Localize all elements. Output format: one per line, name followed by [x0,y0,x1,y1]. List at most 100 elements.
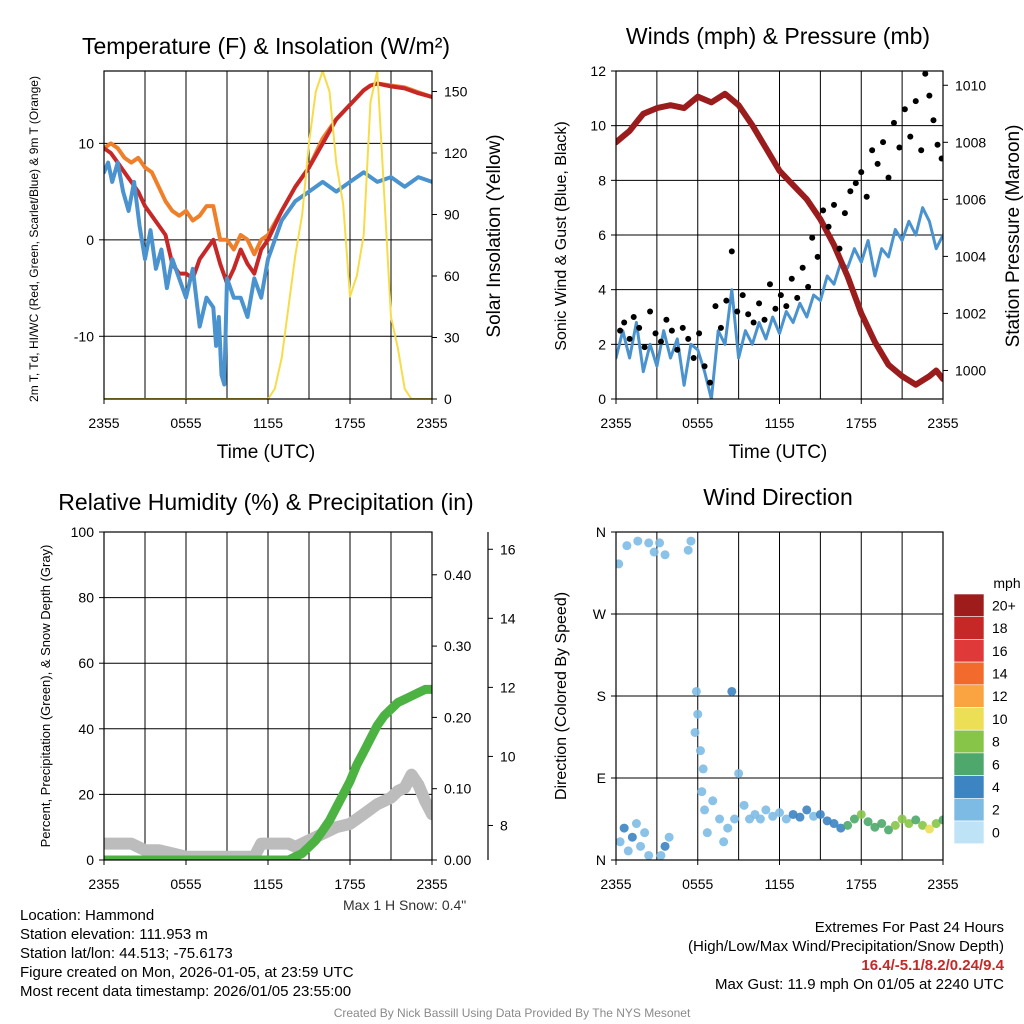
temperature-title: Temperature (F) & Insolation (W/m²) [82,33,450,59]
direction-point [656,850,666,860]
humidity-panel: Relative Humidity (%) & Precipitation (i… [38,489,516,892]
wind-direction-panel: Wind Direction N E S W N 2355 0555 1155 1755 2355… [553,484,1021,892]
recent-text: Most recent data timestamp: 2026/01/05 2… [20,983,352,1000]
snow-depth-tick-label: 12 [500,679,516,695]
colorbar-swatch [953,820,985,845]
gust-point [836,245,843,252]
x-tick-label: 0555 [682,876,713,892]
humidity-plot-area: 0 20 40 60 80 100 2355 0555 1155 1755 2355 0.00 0.10… [71,524,516,892]
credit-text: Created By Nick Bassill Using Data Provi… [333,1006,691,1020]
direction-point [843,820,853,830]
direction-point [897,814,907,824]
gust-point [788,275,795,282]
series-line-sonic_wind [616,206,943,399]
gust-point [679,324,686,331]
colorbar-swatch [953,775,985,799]
gust-point [912,98,919,105]
precip-tick-label: 0.20 [444,709,471,725]
y-tick-label: 8 [598,172,606,188]
insolation-tick-label: 90 [444,207,460,223]
direction-point [616,837,625,847]
gust-point [874,160,881,167]
direction-point [616,559,624,569]
colorbar-swatch [953,752,985,776]
colorbar-label: 18 [992,620,1008,636]
pressure-ylabel: Station Pressure (Maroon) [1003,125,1024,348]
y-tick-label: 2 [598,336,606,352]
x-tick-label: 2355 [927,876,958,892]
gust-point [772,305,779,312]
direction-point [775,808,784,818]
pressure-tick-label: 1000 [955,362,986,378]
winds-ylabel: Sonic Wind & Gust (Blue, Black) [553,121,570,350]
gust-point [690,355,697,361]
gust-point [896,144,903,151]
humidity-series-group [104,684,432,860]
gust-point [728,248,735,255]
direction-point [924,824,934,834]
gust-point [934,141,941,148]
gust-point [756,300,763,307]
x-tick-label: 2355 [600,415,631,431]
gust-point [723,297,730,304]
gust-point [907,133,914,140]
x-tick-label: 2355 [88,415,119,431]
y-tick-label: 12 [590,63,606,79]
gust-point [641,344,648,351]
gust-point [805,283,812,290]
direction-point [649,547,659,557]
gust-point [712,303,719,310]
x-tick-label: 1755 [846,876,877,892]
direction-point [849,814,859,824]
x-tick-label: 1155 [764,876,794,892]
winds-xlabel: Time (UTC) [729,442,828,463]
plot-border [615,70,944,400]
x-tick-label: 0555 [170,415,201,431]
direction-point [911,815,921,825]
direction-point [700,805,710,815]
gust-point [885,174,892,181]
y-tick-label: S [597,688,606,704]
direction-point [622,541,632,551]
direction-point [788,809,798,819]
direction-point [627,832,637,842]
colorbar-label: 14 [992,665,1008,681]
direction-point [918,820,928,830]
x-tick-label: 2355 [88,876,119,892]
gust-point [663,316,670,323]
gust-point [647,308,654,315]
gust-point [636,324,643,331]
direction-point [683,545,693,555]
gust-point [707,379,714,386]
direction-point [660,841,670,851]
direction-point [829,819,839,829]
insolation-ylabel: Solar Insolation (Yellow) [484,134,505,337]
colorbar-swatch [953,684,985,708]
direction-point [863,817,873,827]
y-tick-label: 6 [598,227,606,243]
max-snow-note: Max 1 H Snow: 0.4" [343,897,467,913]
colorbar-unit: mph [993,575,1020,591]
direction-point [836,823,846,833]
wind-direction-ylabel: Direction (Colored By Speed) [553,592,570,800]
colorbar-label: 0 [992,824,1000,840]
y-tick-label: 100 [71,524,95,540]
plot-border [103,531,433,861]
y-tick-label: 10 [78,135,94,151]
series-line-insolation_yellow [104,71,432,399]
direction-point [633,536,643,546]
colorbar-swatch [953,616,985,640]
winds-panel: Winds (mph) & Pressure (mb) 0 2 4 6 8 10 12 235… [553,23,1024,463]
direction-point [781,814,791,824]
gust-point [745,311,752,318]
precip-tick-label: 0.10 [444,781,471,797]
direction-point [815,809,825,819]
location-text: Location: Hammond [20,907,155,924]
pressure-tick-label: 1008 [955,134,986,150]
direction-point [730,814,740,824]
colorbar-swatch [953,707,985,731]
extremes-info: Extremes For Past 24 Hours (High/Low/Max… [688,918,1004,994]
gust-point [820,207,827,214]
colorbar-swatch [953,639,985,663]
